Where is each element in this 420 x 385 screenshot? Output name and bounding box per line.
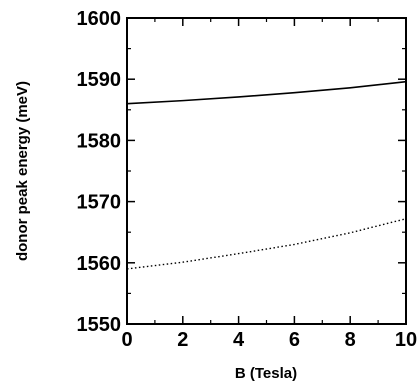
x-axis-ticks — [126, 18, 407, 324]
x-tick-label: 8 — [345, 329, 356, 351]
x-tick-label: 10 — [395, 329, 417, 351]
x-tick-label: 0 — [121, 329, 132, 351]
y-axis-tick-labels: 1550 1560 1570 1580 1590 1600 — [77, 8, 122, 336]
x-tick-label: 6 — [289, 329, 300, 351]
y-axis-title: donor peak energy (meV) — [14, 81, 31, 261]
x-tick-label: 2 — [177, 329, 188, 351]
plot-frame — [126, 17, 407, 325]
x-axis-title: B (Tesla) — [235, 365, 297, 382]
x-tick-label: 4 — [233, 329, 245, 351]
y-tick-label: 1560 — [77, 253, 122, 275]
plot-border — [126, 17, 407, 325]
y-tick-label: 1550 — [77, 314, 122, 336]
y-tick-label: 1590 — [77, 69, 122, 91]
series-layer — [126, 80, 407, 270]
series-line-2-dotted — [126, 218, 407, 270]
y-tick-label: 1570 — [77, 192, 122, 214]
y-tick-label: 1580 — [77, 130, 122, 152]
series-line-1-solid — [126, 80, 407, 105]
x-axis-tick-labels: 0 2 4 6 8 10 — [121, 329, 417, 351]
y-axis-ticks — [127, 17, 406, 325]
y-tick-label: 1600 — [77, 8, 122, 30]
